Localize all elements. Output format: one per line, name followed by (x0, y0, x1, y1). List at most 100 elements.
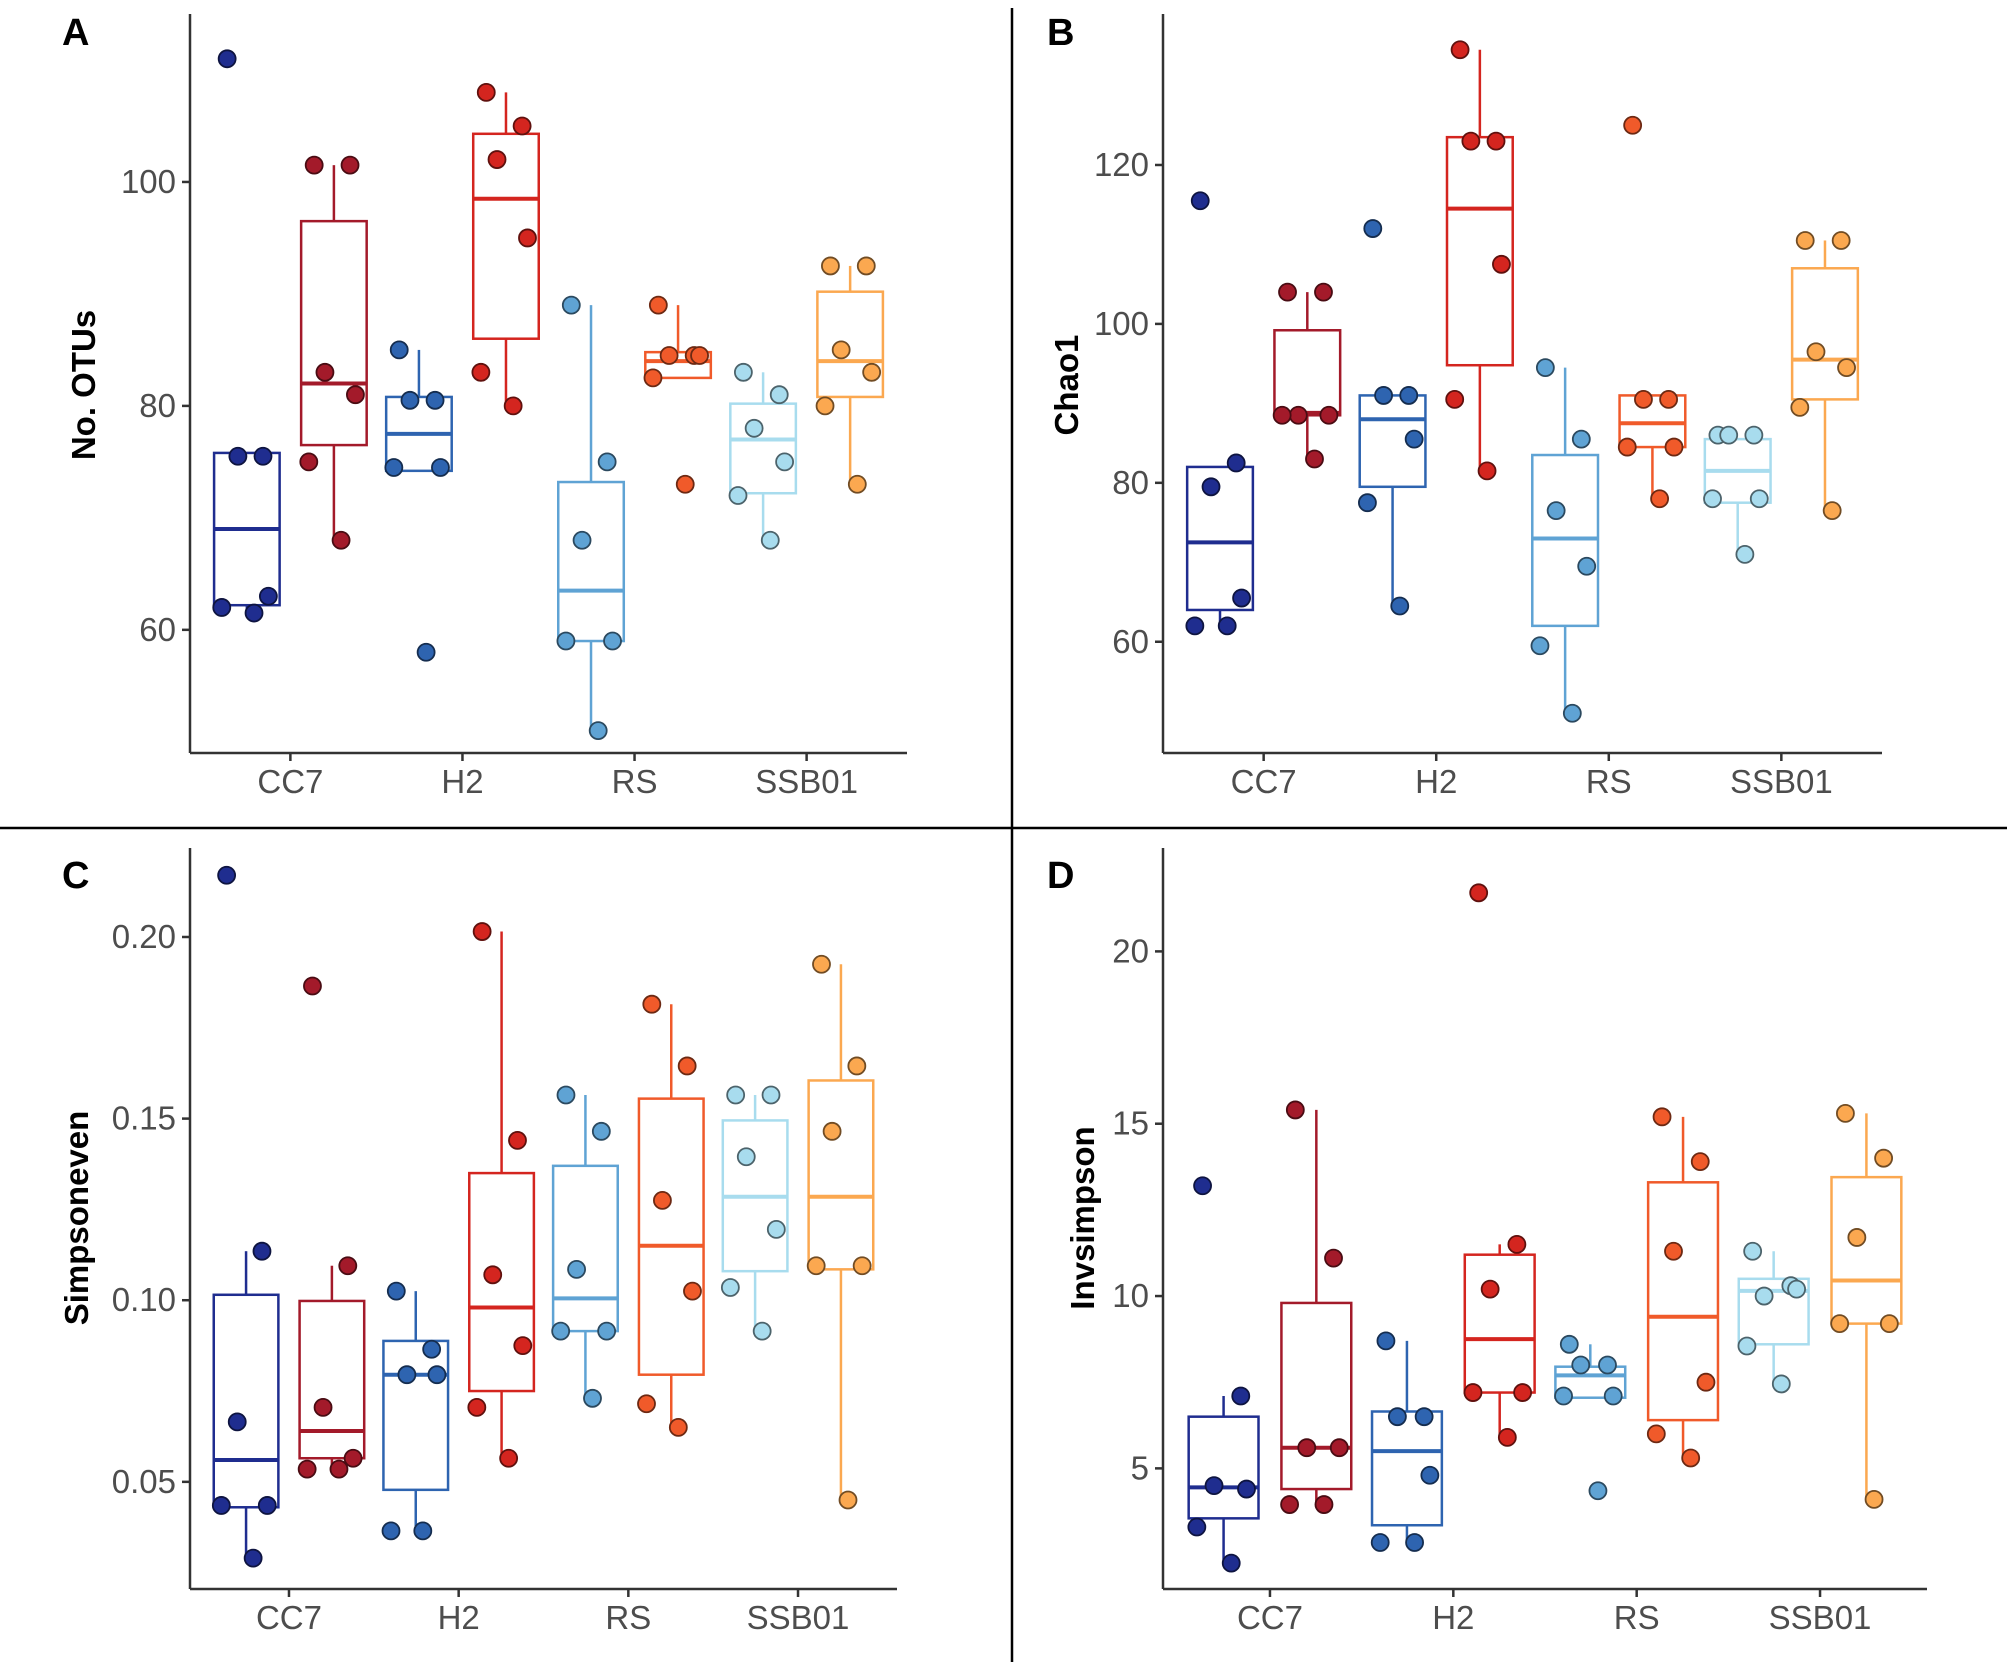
data-point (340, 155, 360, 175)
data-point (1387, 1407, 1407, 1427)
y-tick-label: 0.10 (112, 1281, 176, 1318)
data-point (1795, 231, 1815, 250)
data-point (1420, 1465, 1440, 1485)
box-rect (1554, 1365, 1627, 1399)
data-point (1771, 1374, 1791, 1394)
data-point (1787, 1279, 1806, 1299)
box-cc7-b (1272, 282, 1342, 469)
data-point (1847, 1228, 1867, 1247)
box-cc7-a (211, 865, 280, 1568)
y-tick-label: 20 (1112, 932, 1149, 969)
data-point (675, 474, 695, 494)
data-point (1445, 389, 1465, 409)
data-point (1530, 636, 1550, 656)
data-point (1562, 703, 1582, 723)
data-point (386, 1281, 406, 1301)
y-tick-label: 0.05 (112, 1463, 176, 1500)
data-point (1324, 1248, 1343, 1268)
box-h2-b (467, 922, 536, 1468)
x-tick-label: CC7 (1237, 1599, 1303, 1636)
data-point (1190, 191, 1210, 211)
y-tick-label: 80 (139, 387, 176, 424)
panel-c: 0.05 0.10 0.15 0.20 CC7 H2 RS SSB01 Simpsoneven (58, 848, 897, 1636)
data-point (1370, 1533, 1390, 1552)
box-rect (471, 132, 540, 340)
x-tick-label: CC7 (256, 1599, 322, 1636)
data-point (1469, 883, 1489, 903)
data-point (499, 1448, 519, 1468)
panel-letter-c: C (62, 855, 89, 897)
data-point (381, 1521, 401, 1541)
data-point (431, 458, 450, 477)
data-point (588, 721, 608, 741)
data-point (427, 1365, 447, 1385)
data-point (1480, 1279, 1500, 1299)
box-ssb01-b (1790, 231, 1860, 521)
data-point (597, 1321, 617, 1341)
data-point (642, 994, 662, 1014)
data-point (1399, 386, 1419, 405)
box-rect (807, 1079, 875, 1271)
box-rect (1790, 267, 1860, 401)
data-point (217, 49, 237, 69)
data-point (244, 603, 264, 623)
box-ssb01-a (1737, 1241, 1810, 1394)
box-h2-a (1370, 1331, 1444, 1552)
data-point (487, 150, 507, 169)
data-point (1492, 254, 1511, 274)
data-point (847, 474, 867, 494)
data-point (1664, 437, 1684, 457)
data-point (1652, 1107, 1672, 1127)
data-point (806, 1256, 826, 1276)
y-tick-label: 60 (139, 611, 176, 648)
box-rs-b (1646, 1107, 1720, 1468)
box-cc7-a (1187, 1176, 1260, 1573)
x-tick-label: SSB01 (1730, 763, 1833, 800)
data-point (1288, 405, 1308, 425)
panel-b: 60 80 100 120 CC7 H2 RS SSB01 Chao1 (1048, 14, 1882, 800)
data-point (822, 1121, 842, 1141)
data-point (583, 1388, 602, 1408)
data-point (752, 1321, 772, 1341)
x-tick-label: SSB01 (755, 763, 858, 800)
box-h2-a (1358, 219, 1427, 616)
data-point (561, 295, 581, 315)
data-point (413, 1521, 433, 1541)
x-tick-label: RS (612, 763, 658, 800)
data-point (1634, 389, 1653, 409)
data-point (483, 1265, 503, 1285)
box-rect (1463, 1253, 1536, 1394)
data-point (847, 1056, 867, 1076)
data-point (299, 452, 319, 472)
data-point (1280, 1495, 1299, 1514)
x-tick-label: H2 (438, 1599, 480, 1636)
box-h2-b (1445, 40, 1514, 481)
data-point (212, 598, 232, 617)
data-point (1559, 1334, 1579, 1354)
x-tick-label: SSB01 (1769, 1599, 1872, 1636)
box-cc7-a (212, 49, 281, 623)
data-point (384, 458, 404, 477)
y-axis-title: Invsimpson (1064, 1126, 1101, 1309)
data-point (1405, 1533, 1424, 1552)
data-point (1831, 231, 1851, 250)
data-point (1837, 358, 1856, 378)
box-h2-a (381, 1281, 450, 1541)
data-point (597, 452, 617, 472)
y-tick-label: 120 (1094, 146, 1149, 183)
data-point (1231, 1386, 1251, 1406)
data-point (1232, 588, 1251, 608)
data-point (690, 346, 709, 365)
data-point (1588, 1481, 1608, 1501)
x-tick-label: H2 (1415, 763, 1457, 800)
box-rect (1445, 135, 1514, 367)
data-point (1185, 616, 1205, 636)
panel-letter-b: B (1047, 12, 1074, 54)
data-point (572, 530, 592, 550)
box-rect (1830, 1175, 1903, 1325)
data-point (1204, 1476, 1224, 1496)
box-rect (551, 1164, 619, 1333)
x-tick-label: RS (1614, 1599, 1660, 1636)
panel-d: 5 10 15 20 CC7 H2 RS SSB01 Invsimpson (1064, 848, 1927, 1636)
data-point (518, 228, 537, 248)
